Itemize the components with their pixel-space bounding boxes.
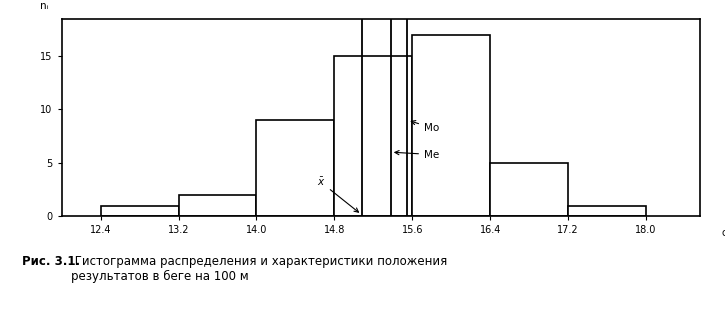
Bar <box>490 163 568 216</box>
Text: nᵢ: nᵢ <box>41 1 49 11</box>
Text: Me: Me <box>395 150 439 159</box>
Bar <box>178 195 257 216</box>
Bar <box>413 35 490 216</box>
Text: Рис. 3.1.: Рис. 3.1. <box>22 255 80 268</box>
Text: с.с: с.с <box>722 228 725 238</box>
Text: Mo: Mo <box>411 121 439 133</box>
Bar <box>568 205 646 216</box>
Bar <box>257 120 334 216</box>
Text: Гистограмма распределения и характеристики положения
результатов в беге на 100 м: Гистограмма распределения и характеристи… <box>71 255 447 283</box>
Bar <box>101 205 178 216</box>
Bar <box>334 56 413 216</box>
Text: $\bar{x}$: $\bar{x}$ <box>317 176 358 212</box>
